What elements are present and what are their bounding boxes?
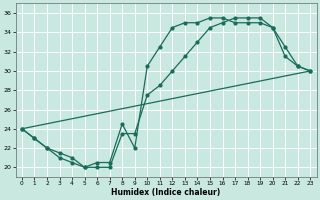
X-axis label: Humidex (Indice chaleur): Humidex (Indice chaleur) xyxy=(111,188,221,197)
